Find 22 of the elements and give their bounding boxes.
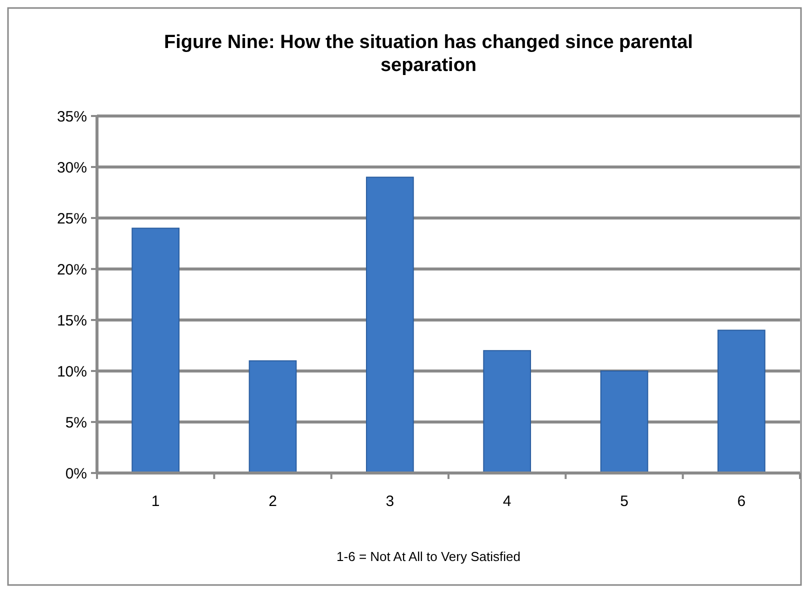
x-axis-title: 1-6 = Not At All to Very Satisfied [336, 549, 520, 564]
bar [717, 330, 766, 474]
bar [483, 350, 532, 474]
x-tick-label: 5 [620, 493, 628, 510]
y-tick-label: 5% [65, 414, 87, 432]
bar [248, 360, 297, 474]
x-tick-label: 4 [502, 493, 512, 510]
y-tick-label: 0% [65, 465, 87, 482]
y-tick-label: 30% [56, 159, 87, 176]
x-tick-label: 1 [151, 493, 160, 510]
y-tick-label: 25% [56, 210, 87, 228]
bar [366, 176, 414, 474]
y-tick-label: 10% [56, 363, 87, 380]
bar [600, 370, 648, 474]
x-tick-label: 2 [268, 493, 277, 510]
y-tick-label: 20% [56, 261, 87, 278]
chart-title: Figure Nine: How the situation has changed since parental separation [164, 32, 693, 76]
x-tick-label: 3 [386, 493, 394, 510]
y-tick-label: 35% [56, 108, 87, 126]
y-tick-label: 15% [56, 312, 87, 330]
bar [132, 228, 180, 474]
x-tick-label: 6 [737, 493, 746, 510]
